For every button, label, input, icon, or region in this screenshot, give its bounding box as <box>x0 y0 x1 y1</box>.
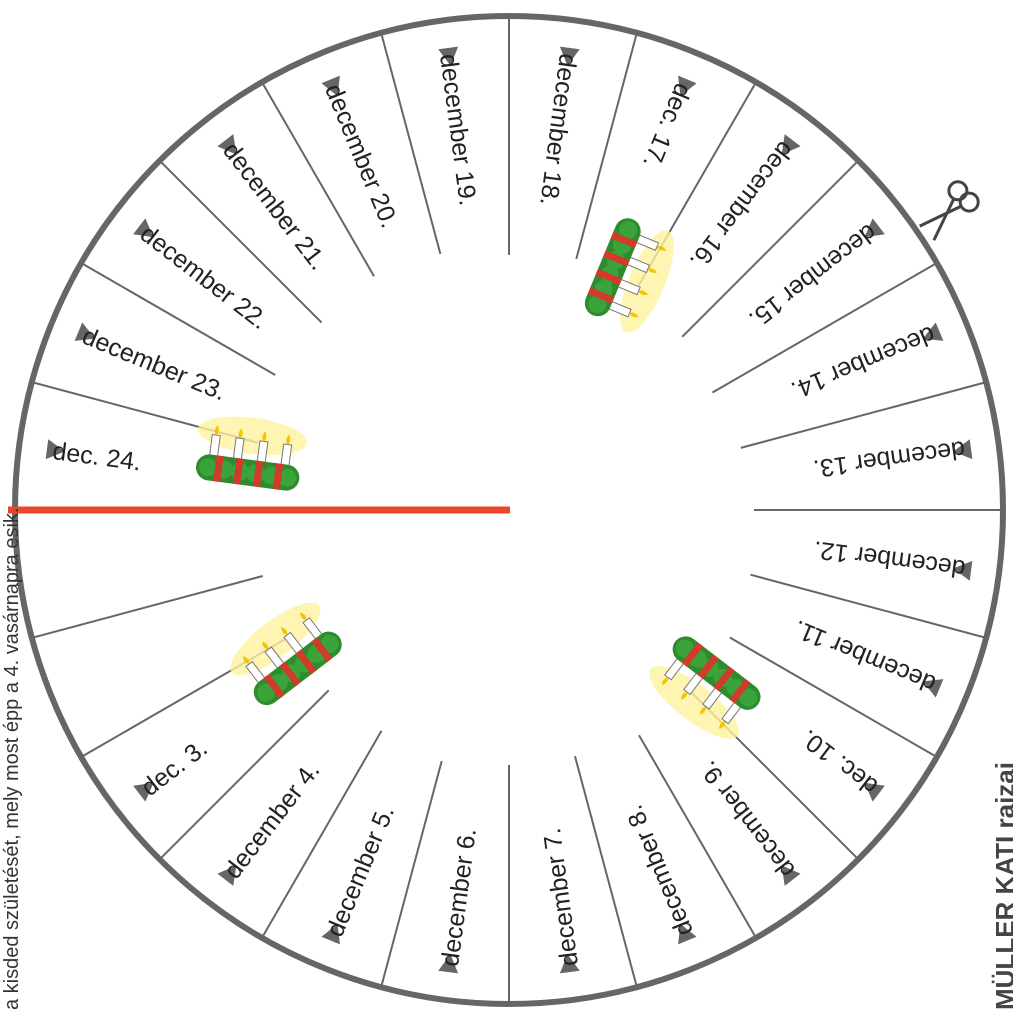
advent-wreath-icon <box>649 636 761 739</box>
pointer-arrow-icon <box>559 46 580 66</box>
day-label: december 11. <box>790 614 944 698</box>
day-label: dec. 10. <box>795 724 885 802</box>
pointer-arrow-icon <box>217 134 237 155</box>
pointer-arrow-icon <box>953 439 973 460</box>
day-label: december 14. <box>787 320 944 405</box>
segment-divider <box>158 159 323 324</box>
day-label: december 22. <box>133 218 273 335</box>
day-label-text: december 14. <box>787 320 939 404</box>
segment-divider <box>574 756 638 988</box>
day-label-text: december 18. <box>534 52 582 207</box>
day-label: december 9. <box>694 756 801 886</box>
day-label-text: december 9. <box>694 756 801 883</box>
segment-divider <box>729 636 938 758</box>
pointer-arrow-icon <box>559 954 580 974</box>
pointer-arrow-icon <box>678 75 697 97</box>
day-label-text: december 16. <box>684 136 799 274</box>
illustrator-credit: MÜLLER KATI rajzai <box>990 762 1013 1010</box>
day-label-text: december 7. <box>538 826 584 967</box>
day-label-text: dec. 10. <box>795 724 883 800</box>
day-label: dec. 17. <box>637 75 697 172</box>
pointer-arrow-icon <box>953 560 973 581</box>
day-label-text: dec. 3. <box>136 734 213 802</box>
day-label-text: december 4. <box>219 757 326 884</box>
pointer-arrow-icon <box>321 923 340 945</box>
day-label: december 13. <box>812 435 973 483</box>
day-label-text: december 15. <box>744 218 882 333</box>
day-label-text: december 22. <box>135 220 273 335</box>
day-label: december 5. <box>321 802 400 945</box>
pointer-arrow-icon <box>45 439 65 460</box>
pointer-arrow-icon <box>781 865 801 886</box>
advent-wreath-icon <box>584 218 674 333</box>
segment-divider <box>261 730 383 939</box>
day-label: december 16. <box>684 134 801 274</box>
day-label-text: december 5. <box>321 802 400 941</box>
side-note-text: a kisded születését, mely most épp a 4. … <box>1 508 23 1010</box>
day-label: dec. 3. <box>133 734 213 802</box>
pointer-arrow-icon <box>133 782 154 802</box>
segment-divider <box>740 381 987 449</box>
pointer-arrow-icon <box>133 218 154 238</box>
day-label: dec. 24. <box>45 437 143 476</box>
day-label: december 6. <box>436 827 482 974</box>
segment-divider <box>158 689 330 861</box>
day-label-text: december 19. <box>434 52 482 207</box>
segment-divider <box>711 262 938 394</box>
day-label-text: december 23. <box>78 322 230 406</box>
day-label-text: december 6. <box>436 827 482 968</box>
segment-divider <box>380 760 443 988</box>
day-label: december 4. <box>217 757 326 886</box>
segment-divider <box>638 734 757 939</box>
pointer-arrow-icon <box>321 75 340 97</box>
segment-divider <box>380 32 442 255</box>
day-label: december 20. <box>319 75 404 232</box>
day-label-text: december 21. <box>217 137 332 275</box>
scissors-icon <box>919 180 980 241</box>
day-label-text: dec. 24. <box>51 437 143 476</box>
advent-wreath-icon <box>230 602 342 706</box>
pointer-arrow-icon <box>864 782 885 802</box>
day-label: december 23. <box>74 322 230 406</box>
day-label: december 7. <box>538 826 584 974</box>
segment-divider <box>31 575 263 639</box>
day-label: december 19. <box>434 46 482 207</box>
pointer-arrow-icon <box>438 46 459 66</box>
pointer-arrow-icon <box>74 322 96 341</box>
day-label: december 21. <box>217 134 332 275</box>
segment-divider <box>80 262 276 376</box>
pointer-arrow-icon <box>922 322 944 341</box>
segment-divider <box>261 81 375 277</box>
day-label-text: december 8. <box>620 801 699 940</box>
day-label: december 15. <box>744 218 885 333</box>
pointer-arrow-icon <box>922 679 944 698</box>
day-label-text: december 20. <box>319 80 403 232</box>
day-label-text: dec. 17. <box>637 79 697 172</box>
pointer-arrow-icon <box>217 865 237 886</box>
pointer-arrow-icon <box>864 218 885 238</box>
pointer-arrow-icon <box>678 923 697 945</box>
day-label: december 12. <box>812 535 973 583</box>
segment-divider <box>575 32 638 260</box>
segment-divider <box>681 159 860 338</box>
pointer-arrow-icon <box>781 134 801 155</box>
day-label-text: december 13. <box>812 435 967 483</box>
pointer-arrow-icon <box>438 954 459 974</box>
segment-divider <box>750 573 987 639</box>
advent-wreath-icon <box>196 416 308 491</box>
day-label-text: december 12. <box>812 535 967 583</box>
day-label: december 18. <box>534 46 582 207</box>
